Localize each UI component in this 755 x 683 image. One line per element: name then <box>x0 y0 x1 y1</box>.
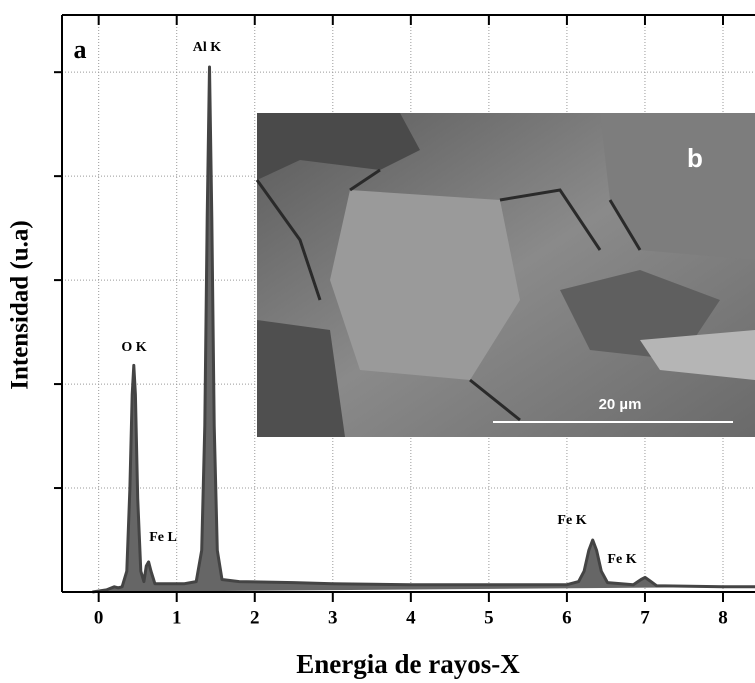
x-tick-label: 3 <box>328 607 338 628</box>
peak-label: O K <box>121 340 146 355</box>
x-tick-label: 1 <box>172 607 182 628</box>
panel-label: a <box>74 35 87 64</box>
x-axis-label: Energia de rayos-X <box>296 649 520 679</box>
x-tick-label: 2 <box>250 607 260 628</box>
inset-image: 20 µm b <box>257 113 755 437</box>
x-tick-label: 8 <box>718 607 728 628</box>
x-tick-label: 4 <box>406 607 416 628</box>
inset-label: b <box>687 143 703 173</box>
peak-label: Fe K <box>607 552 636 567</box>
x-tick-label: 6 <box>562 607 572 628</box>
y-axis-label: Intensidad (u.a) <box>7 220 34 390</box>
scale-bar-label: 20 µm <box>599 396 642 413</box>
x-tick-label: 5 <box>484 607 494 628</box>
peak-label: Fe K <box>557 513 586 528</box>
peak-label: Fe L <box>149 530 177 545</box>
chart: 0 1 2 3 4 5 6 7 8 20 µm b a Al K O K Fe L Fe K F… <box>0 0 755 683</box>
x-tick-label: 0 <box>94 607 104 628</box>
peak-label: Al K <box>193 40 222 55</box>
x-tick-label: 7 <box>640 607 650 628</box>
